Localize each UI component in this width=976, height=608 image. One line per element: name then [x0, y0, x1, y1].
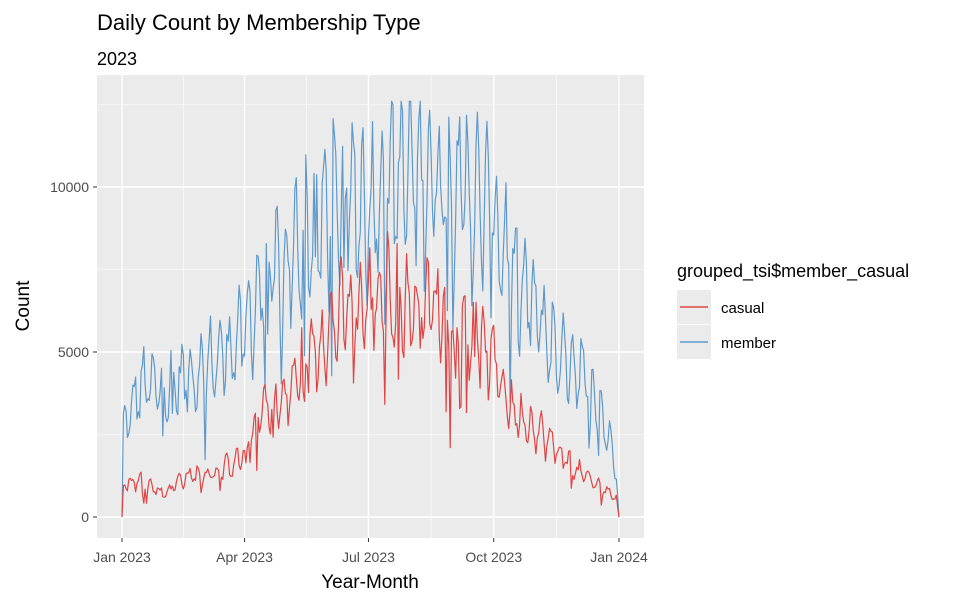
chart-subtitle: 2023 — [97, 49, 137, 69]
legend-label-casual: casual — [721, 300, 764, 317]
x-tick-label: Jan 2023 — [93, 549, 151, 565]
y-axis: 0 5000 10000 — [50, 179, 97, 525]
legend-title: grouped_tsi$member_casual — [677, 261, 909, 282]
x-tick-label: Apr 2023 — [216, 549, 273, 565]
x-tick-label: Jan 2024 — [590, 549, 648, 565]
y-tick-label: 10000 — [50, 179, 89, 195]
x-tick-label: Oct 2023 — [465, 549, 522, 565]
y-axis-label: Count — [13, 280, 34, 331]
x-axis-label: Year-Month — [321, 572, 419, 593]
grid-major — [97, 75, 644, 538]
y-tick-label: 0 — [81, 509, 89, 525]
series-line-casual — [121, 231, 620, 518]
series-line-member — [121, 100, 620, 518]
legend: grouped_tsi$member_casual casual member — [677, 261, 909, 359]
legend-label-member: member — [721, 335, 776, 352]
chart-title: Daily Count by Membership Type — [97, 10, 421, 35]
plot-panel — [97, 75, 644, 538]
series-layer — [121, 100, 620, 518]
y-tick-label: 5000 — [58, 344, 89, 360]
x-axis: Jan 2023 Apr 2023 Jul 2023 Oct 2023 Jan 2024 — [93, 538, 648, 565]
x-tick-label: Jul 2023 — [342, 549, 395, 565]
